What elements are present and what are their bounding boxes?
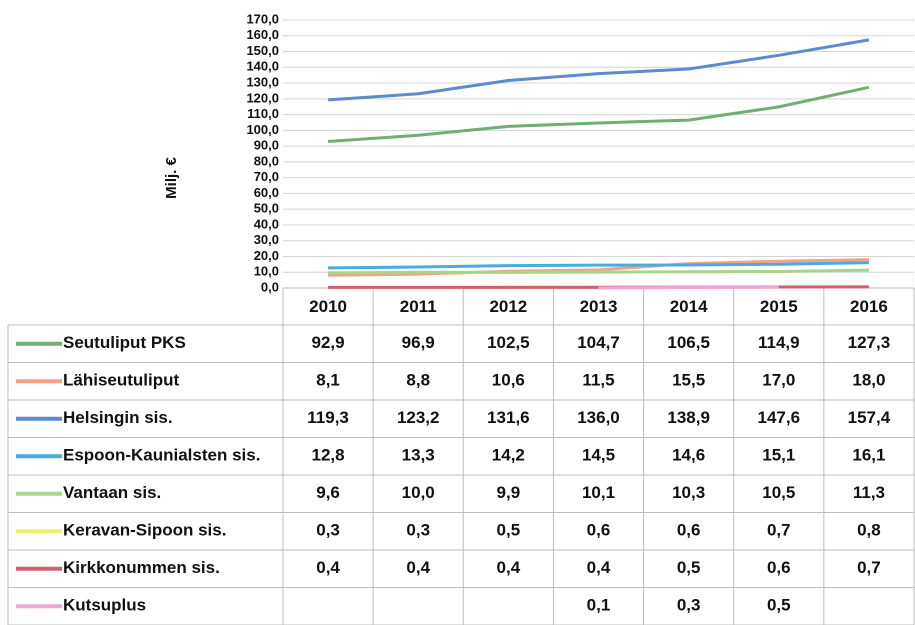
table-cell: 13,3 <box>402 446 435 465</box>
table-cell: 0,5 <box>767 596 791 615</box>
table-cell: 104,7 <box>577 333 620 352</box>
table-cell: 16,1 <box>852 446 885 465</box>
table-cell: 0,4 <box>406 558 430 577</box>
series-line <box>328 268 869 275</box>
table-cell: 123,2 <box>397 408 440 427</box>
table-cell: 9,6 <box>316 483 340 502</box>
x-tick-label: 2012 <box>489 297 527 316</box>
table-cell: 0,5 <box>497 521 521 540</box>
table-cell: 8,1 <box>316 371 340 390</box>
legend-label: Lähiseutuliput <box>63 371 180 390</box>
y-tick-label: 130,0 <box>246 74 279 89</box>
table-cell: 17,0 <box>762 371 795 390</box>
table-cell: 10,6 <box>492 371 525 390</box>
table-cell: 9,9 <box>497 483 521 502</box>
legend-label: Vantaan sis. <box>63 483 161 502</box>
x-tick-label: 2014 <box>670 297 708 316</box>
table-cell: 102,5 <box>487 333 530 352</box>
y-tick-label: 10,0 <box>254 264 279 279</box>
x-tick-label: 2011 <box>400 297 437 316</box>
y-tick-label: 60,0 <box>254 185 279 200</box>
x-tick-label: 2013 <box>580 297 618 316</box>
legend-label: Kutsuplus <box>63 596 146 615</box>
y-tick-label: 140,0 <box>246 59 279 74</box>
x-tick-label: 2010 <box>309 297 347 316</box>
series-line <box>327 85 870 144</box>
table-cell: 0,5 <box>677 558 701 577</box>
table-cell: 0,7 <box>857 558 881 577</box>
table-cell: 11,3 <box>853 483 885 502</box>
table-cell: 0,7 <box>767 521 791 540</box>
series-line <box>328 261 869 270</box>
table-cell: 15,5 <box>672 371 705 390</box>
table-cell: 0,8 <box>857 521 881 540</box>
table-cell: 0,1 <box>587 596 611 615</box>
table-cell: 0,6 <box>677 521 701 540</box>
legend-label: Kirkkonummen sis. <box>63 558 220 577</box>
table-cell: 127,3 <box>848 333 891 352</box>
x-tick-label: 2015 <box>760 297 798 316</box>
table-cell: 14,5 <box>582 446 615 465</box>
y-tick-label: 150,0 <box>246 43 279 58</box>
table-cell: 0,4 <box>587 558 611 577</box>
y-tick-label: 80,0 <box>254 153 279 168</box>
y-tick-label: 0,0 <box>261 279 279 294</box>
y-tick-label: 40,0 <box>254 216 279 231</box>
legend-label: Espoon-Kaunialsten sis. <box>63 446 260 465</box>
table-cell: 138,9 <box>667 408 710 427</box>
y-tick-label: 110,0 <box>247 106 279 121</box>
table-cell: 106,5 <box>667 333 710 352</box>
table-cell: 114,9 <box>758 333 800 352</box>
table-cell: 15,1 <box>762 446 795 465</box>
y-tick-label: 70,0 <box>254 169 279 184</box>
y-tick-label: 20,0 <box>254 248 279 263</box>
y-tick-label: 50,0 <box>254 201 279 216</box>
table-cell: 119,3 <box>307 408 349 427</box>
table-cell: 0,6 <box>587 521 611 540</box>
y-tick-label: 120,0 <box>246 90 279 105</box>
table-cell: 147,6 <box>758 408 801 427</box>
series-line <box>327 38 870 102</box>
y-tick-label: 100,0 <box>246 122 279 137</box>
table-cell: 0,6 <box>767 558 791 577</box>
y-tick-label: 90,0 <box>254 138 279 153</box>
table-cell: 8,8 <box>406 371 430 390</box>
table-cell: 10,3 <box>672 483 705 502</box>
series-line <box>328 258 869 277</box>
table-cell: 18,0 <box>852 371 885 390</box>
table-cell: 0,4 <box>497 558 521 577</box>
table-cell: 92,9 <box>312 333 345 352</box>
table-cell: 0,3 <box>406 521 430 540</box>
table-cell: 10,1 <box>582 483 615 502</box>
table-cell: 157,4 <box>848 408 891 427</box>
legend-label: Keravan-Sipoon sis. <box>63 521 226 540</box>
table-cell: 136,0 <box>577 408 620 427</box>
y-tick-label: 160,0 <box>246 27 279 42</box>
table-cell: 0,4 <box>316 558 340 577</box>
table-cell: 0,3 <box>316 521 340 540</box>
legend-label: Seutuliput PKS <box>63 333 186 352</box>
table-cell: 12,8 <box>312 446 345 465</box>
y-tick-label: 30,0 <box>254 232 279 247</box>
y-axis-label: Milj. € <box>163 157 180 199</box>
table-cell: 96,9 <box>402 333 435 352</box>
table-cell: 14,2 <box>492 446 525 465</box>
y-tick-label: 170,0 <box>246 11 279 26</box>
x-tick-label: 2016 <box>850 297 888 316</box>
legend-label: Helsingin sis. <box>63 408 173 427</box>
table-cell: 11,5 <box>582 371 614 390</box>
series-line <box>598 285 779 290</box>
table-cell: 14,6 <box>672 446 705 465</box>
table-cell: 10,0 <box>402 483 435 502</box>
table-cell: 0,3 <box>677 596 701 615</box>
table-cell: 10,5 <box>762 483 795 502</box>
table-cell: 131,6 <box>487 408 530 427</box>
